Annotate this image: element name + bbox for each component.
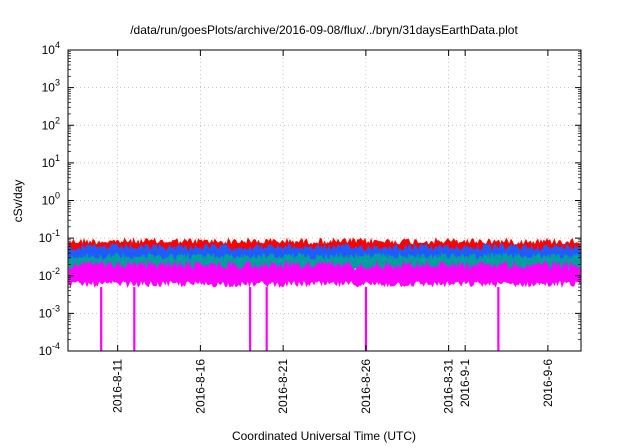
x-tick-label: 2016-8-16 <box>193 359 207 414</box>
grid-lines <box>68 50 581 351</box>
y-tick-label: 102 <box>42 115 60 132</box>
y-tick-label: 10-2 <box>39 266 60 283</box>
y-tick-label: 10-4 <box>39 341 60 358</box>
y-tick-label: 10-3 <box>39 303 60 320</box>
x-tick-label: 2016-9-6 <box>541 359 555 407</box>
x-tick-label: 2016-9-1 <box>458 359 472 407</box>
series-band <box>68 259 581 289</box>
y-axis-ticks: 10-4 10-3 10-2 10-1 100 101 102 103 104 <box>39 40 581 358</box>
plot-area <box>68 237 581 351</box>
x-tick-label: 2016-8-21 <box>276 359 290 414</box>
y-tick-label: 104 <box>42 40 60 57</box>
y-tick-label: 10-1 <box>39 228 60 245</box>
dropout-spike <box>249 287 252 351</box>
dropout-spike <box>497 287 500 351</box>
x-tick-label: 2016-8-31 <box>442 359 456 414</box>
x-axis-ticks: 2016-8-11 2016-8-16 2016-8-21 2016-8-26 2016… <box>111 50 555 414</box>
x-axis-label: Coordinated Universal Time (UTC) <box>232 429 416 443</box>
x-tick-label: 2016-8-26 <box>359 359 373 414</box>
dropout-spike <box>265 287 268 351</box>
dropout-spike <box>133 287 136 351</box>
chart-title: /data/run/goesPlots/archive/2016-09-08/f… <box>130 23 518 37</box>
x-tick-label: 2016-8-11 <box>111 359 125 413</box>
y-axis-label: cSv/day <box>11 180 25 223</box>
y-tick-label: 100 <box>42 191 60 208</box>
y-tick-label: 103 <box>42 78 60 95</box>
dropout-spike <box>100 287 103 351</box>
y-tick-label: 101 <box>42 153 60 170</box>
dropout-spike <box>364 287 368 351</box>
